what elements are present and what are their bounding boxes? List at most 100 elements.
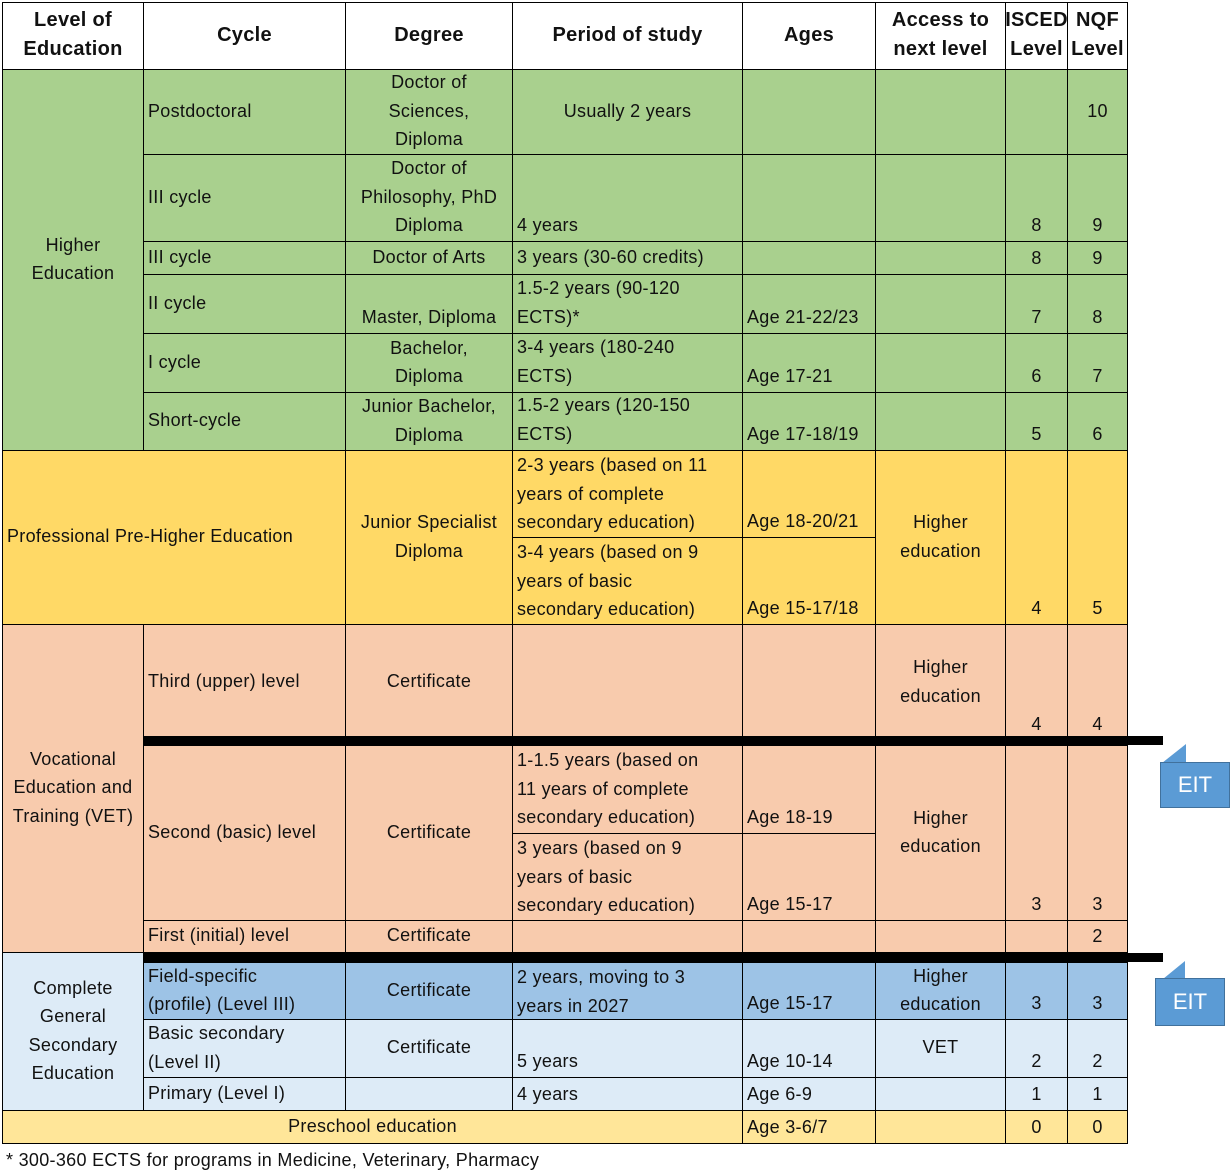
cell-nqf: 6 — [1067, 392, 1128, 451]
cell-isced: 5 — [1005, 392, 1068, 451]
eit-divider-lower — [143, 953, 1163, 962]
cell-degree: Certificate — [345, 920, 513, 953]
cell-access — [875, 1077, 1006, 1111]
cell-nqf: 3 — [1067, 745, 1128, 921]
cell-ages: Age 10-14 — [742, 1019, 876, 1078]
cell-access: Higher education — [875, 745, 1006, 921]
eit-callout: EIT — [1155, 978, 1225, 1026]
cell-cycle: III cycle — [143, 154, 346, 242]
cell-degree: Doctor of Philosophy, PhD Diploma — [345, 154, 513, 242]
cell-degree: Certificate — [345, 745, 513, 921]
cell-ages: Age 15-17 — [742, 833, 876, 921]
cell-isced: 4 — [1005, 450, 1068, 625]
cell-ages: Age 15-17/18 — [742, 537, 876, 625]
cell-nqf: 9 — [1067, 154, 1128, 242]
cell-isced: 8 — [1005, 154, 1068, 242]
cell-degree: Master, Diploma — [345, 274, 513, 334]
cell-access: Higher education — [875, 450, 1006, 625]
cell-ages: Age 18-19 — [742, 745, 876, 834]
cell-nqf: 2 — [1067, 920, 1128, 953]
cell-nqf: 10 — [1067, 69, 1128, 155]
cell-ages — [742, 920, 876, 953]
cell-degree: Certificate — [345, 624, 513, 741]
cell-nqf: 5 — [1067, 450, 1128, 625]
header-isced: ISCED Level — [1005, 2, 1068, 70]
cell-nqf: 1 — [1067, 1077, 1128, 1111]
cell-nqf: 3 — [1067, 962, 1128, 1020]
cell-nqf: 0 — [1067, 1110, 1128, 1144]
cell-degree: Bachelor, Diploma — [345, 333, 513, 393]
cell-period: 3-4 years (180-240 ECTS) — [512, 333, 743, 393]
cell-ages: Age 17-18/19 — [742, 392, 876, 451]
cell-period — [512, 624, 743, 741]
cell-degree: Junior Specialist Diploma — [345, 450, 513, 625]
header-cycle: Cycle — [143, 2, 346, 70]
cell-degree: Junior Bachelor, Diploma — [345, 392, 513, 451]
cell-period: 2 years, moving to 3 years in 2027 — [512, 962, 743, 1020]
cell-cycle: Short-cycle — [143, 392, 346, 451]
cell-access: VET — [875, 1019, 1006, 1078]
cell-cycle: Third (upper) level — [143, 624, 346, 741]
cell-cycle: Primary (Level I) — [143, 1077, 346, 1111]
cell-cycle: III cycle — [143, 241, 346, 275]
cell-nqf: 2 — [1067, 1019, 1128, 1078]
cell-nqf: 7 — [1067, 333, 1128, 393]
cell-degree — [345, 1077, 513, 1111]
cell-ages — [742, 69, 876, 155]
callout-tail — [1162, 744, 1186, 763]
header-degree: Degree — [345, 2, 513, 70]
cell-period — [512, 920, 743, 953]
cell-ages: Age 15-17 — [742, 962, 876, 1020]
cell-nqf: 4 — [1067, 624, 1128, 741]
cell-nqf: 9 — [1067, 241, 1128, 275]
cell-degree: Doctor of Sciences, Diploma — [345, 69, 513, 155]
cell-access — [875, 920, 1006, 953]
cell-isced: 1 — [1005, 1077, 1068, 1111]
cell-ages — [742, 624, 876, 741]
cell-access — [875, 274, 1006, 334]
eit-divider-upper — [143, 736, 1163, 745]
cell-isced: 3 — [1005, 745, 1068, 921]
cell-isced: 2 — [1005, 1019, 1068, 1078]
cell-cycle: II cycle — [143, 274, 346, 334]
cell-access — [875, 154, 1006, 242]
cell-isced — [1005, 69, 1068, 155]
cell-ages — [742, 154, 876, 242]
level-label: Vocational Education and Training (VET) — [2, 624, 144, 953]
cell-ages: Age 6-9 — [742, 1077, 876, 1111]
cell-isced: 0 — [1005, 1110, 1068, 1144]
cell-period: 4 years — [512, 154, 743, 242]
cell-nqf: 8 — [1067, 274, 1128, 334]
header-nqf: NQF Level — [1067, 2, 1128, 70]
eit-callout: EIT — [1160, 762, 1230, 808]
cell-access: Higher education — [875, 962, 1006, 1020]
level-label: Higher Education — [2, 69, 144, 451]
cell-cycle: Field-specific (profile) (Level III) — [143, 962, 346, 1020]
cell-period: Usually 2 years — [512, 69, 743, 155]
cell-degree: Doctor of Arts — [345, 241, 513, 275]
cell-cycle: Basic secondary (Level II) — [143, 1019, 346, 1078]
cell-ages: Age 17-21 — [742, 333, 876, 393]
cell-cycle: Postdoctoral — [143, 69, 346, 155]
cell-ages — [742, 241, 876, 275]
header-ages: Ages — [742, 2, 876, 70]
cell-period: 3-4 years (based on 9 years of basic sec… — [512, 537, 743, 625]
level-label: Complete General Secondary Education — [2, 952, 144, 1111]
cell-isced — [1005, 920, 1068, 953]
level-label: Professional Pre-Higher Education — [2, 450, 346, 625]
cell-ages: Age 3-6/7 — [742, 1110, 876, 1144]
cell-isced: 6 — [1005, 333, 1068, 393]
cell-cycle: First (initial) level — [143, 920, 346, 953]
footnote: * 300-360 ECTS for programs in Medicine,… — [6, 1150, 540, 1170]
cell-period: 3 years (30-60 credits) — [512, 241, 743, 275]
cell-access — [875, 1110, 1006, 1144]
cell-isced: 3 — [1005, 962, 1068, 1020]
cell-cycle: I cycle — [143, 333, 346, 393]
cell-period: 5 years — [512, 1019, 743, 1078]
header-access: Access to next level — [875, 2, 1006, 70]
cell-period: 2-3 years (based on 11 years of complete… — [512, 450, 743, 538]
callout-tail — [1163, 961, 1185, 979]
cell-period: 1-1.5 years (based on 11 years of comple… — [512, 745, 743, 834]
cell-period: 1.5-2 years (120-150 ECTS) — [512, 392, 743, 451]
cell-ages: Age 21-22/23 — [742, 274, 876, 334]
